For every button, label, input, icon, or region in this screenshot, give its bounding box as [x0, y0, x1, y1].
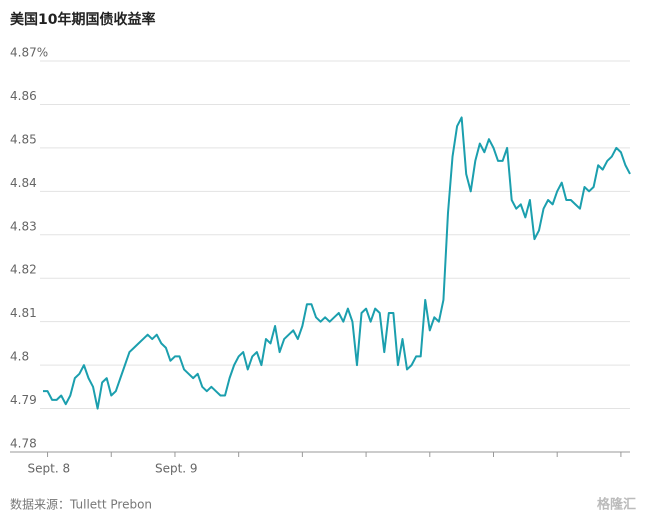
y-tick-label: 4.84 — [10, 176, 37, 190]
y-tick-label: 4.85 — [10, 132, 37, 146]
y-tick-label: 4.81 — [10, 306, 37, 320]
source: 数据来源：Tullett Prebon — [10, 497, 152, 512]
y-tick-label: 4.87% — [10, 46, 48, 60]
y-tick-label: 4.79 — [10, 393, 37, 407]
y-tick-label: 4.83 — [10, 219, 37, 233]
line-series — [43, 116, 631, 410]
y-tick-label: 4.78 — [10, 437, 37, 451]
watermark: 格隆汇 — [597, 497, 636, 513]
x-tick-label: Sept. 8 — [28, 462, 71, 476]
chart-title: 美国10年期国债收益率 — [10, 11, 155, 28]
y-tick-label: 4.86 — [10, 89, 37, 103]
y-tick-label: 4.82 — [10, 263, 37, 277]
x-tick-label: Sept. 9 — [155, 462, 198, 476]
y-tick-label: 4.8 — [10, 350, 29, 364]
